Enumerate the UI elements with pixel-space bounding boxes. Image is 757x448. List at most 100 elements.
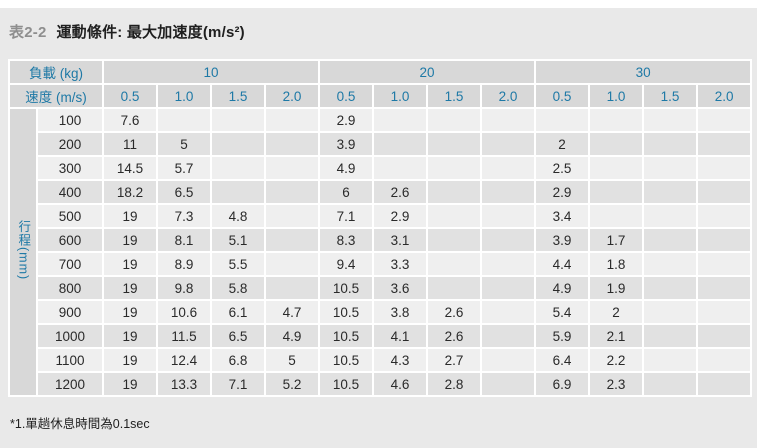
acceleration-value: 4.4 <box>536 253 589 275</box>
stroke-axis-label: 行程(mm) <box>10 109 36 395</box>
acceleration-value <box>482 133 535 155</box>
acceleration-value: 10.5 <box>320 373 373 395</box>
table-row: 800 19 9.8 5.8 10.5 3.6 4.9 1.9 <box>10 277 751 299</box>
acceleration-value: 1.9 <box>590 277 643 299</box>
table-row: 1100 19 12.4 6.8 5 10.5 4.3 2.7 6.4 2.2 <box>10 349 751 371</box>
acceleration-value <box>644 109 697 131</box>
acceleration-value: 3.4 <box>536 205 589 227</box>
acceleration-value <box>698 349 751 371</box>
acceleration-value <box>266 229 319 251</box>
page-title: 表2-2 運動條件: 最大加速度(m/s²) <box>9 21 750 42</box>
acceleration-value: 5.5 <box>212 253 264 275</box>
acceleration-value <box>428 253 481 275</box>
table-row: 500 19 7.3 4.8 7.1 2.9 3.4 <box>10 205 751 227</box>
acceleration-value: 19 <box>104 229 156 251</box>
acceleration-value: 14.5 <box>104 157 156 179</box>
acceleration-value: 10.5 <box>320 325 373 347</box>
speed-value: 0.5 <box>320 85 373 107</box>
acceleration-value <box>482 253 535 275</box>
acceleration-value: 6.9 <box>536 373 589 395</box>
acceleration-value: 6.5 <box>158 181 210 203</box>
table-row: 600 19 8.1 5.1 8.3 3.1 3.9 1.7 <box>10 229 751 251</box>
acceleration-value <box>698 301 751 323</box>
acceleration-value: 19 <box>104 205 156 227</box>
stroke-axis-label-text: 行程(mm) <box>16 220 31 281</box>
acceleration-value <box>644 253 697 275</box>
acceleration-value <box>212 157 264 179</box>
acceleration-value <box>482 229 535 251</box>
acceleration-value: 1.7 <box>590 229 643 251</box>
acceleration-value: 4.9 <box>320 157 373 179</box>
acceleration-value: 7.3 <box>158 205 210 227</box>
footnote: *1.單趟休息時間為0.1sec <box>10 417 150 431</box>
acceleration-value: 3.6 <box>374 277 427 299</box>
acceleration-value: 8.1 <box>158 229 210 251</box>
speed-value: 1.5 <box>428 85 481 107</box>
acceleration-value: 4.8 <box>212 205 264 227</box>
table-row: 行程(mm) 100 7.6 2.9 <box>10 109 751 395</box>
acceleration-value <box>482 277 535 299</box>
acceleration-value <box>212 181 264 203</box>
acceleration-value: 4.3 <box>374 349 427 371</box>
acceleration-value <box>644 157 697 179</box>
table-row: 200 11 5 3.9 2 <box>10 133 751 155</box>
acceleration-value <box>698 229 751 251</box>
acceleration-value: 5.2 <box>266 373 319 395</box>
stroke-value: 1200 <box>38 373 102 395</box>
stroke-value: 800 <box>38 277 102 299</box>
acceleration-value: 4.7 <box>266 301 319 323</box>
acceleration-value: 7.1 <box>320 205 373 227</box>
acceleration-value <box>698 157 751 179</box>
acceleration-value <box>698 109 751 131</box>
acceleration-value <box>482 301 535 323</box>
table-title-text: 運動條件: 最大加速度(m/s²) <box>56 24 245 41</box>
acceleration-value: 2.9 <box>374 205 427 227</box>
table-row: 900 19 10.6 6.1 4.7 10.5 3.8 2.6 5.4 2 <box>10 301 751 323</box>
table-row: 700 19 8.9 5.5 9.4 3.3 4.4 1.8 <box>10 253 751 275</box>
acceleration-value: 5.7 <box>158 157 210 179</box>
acceleration-value: 10.5 <box>320 277 373 299</box>
stroke-value: 900 <box>38 301 102 323</box>
acceleration-value <box>266 253 319 275</box>
acceleration-value <box>266 181 319 203</box>
acceleration-value: 10.5 <box>320 301 373 323</box>
stroke-value: 100 <box>38 109 102 131</box>
acceleration-value: 19 <box>104 277 156 299</box>
table-number-label: 表2-2 <box>9 24 47 41</box>
acceleration-value: 2.9 <box>320 109 373 131</box>
page-content: 表2-2 運動條件: 最大加速度(m/s²) 負載 (kg) 10 20 30 速… <box>0 8 757 432</box>
acceleration-value <box>644 301 697 323</box>
acceleration-value <box>644 277 697 299</box>
acceleration-value: 5.9 <box>536 325 589 347</box>
speed-label: 速度 (m/s) <box>10 85 102 107</box>
acceleration-value <box>266 157 319 179</box>
acceleration-value: 19 <box>104 325 156 347</box>
acceleration-value: 7.1 <box>212 373 264 395</box>
acceleration-value: 4.6 <box>374 373 427 395</box>
acceleration-value: 3.9 <box>320 133 373 155</box>
speed-value: 1.0 <box>590 85 643 107</box>
acceleration-value <box>266 277 319 299</box>
acceleration-value: 3.8 <box>374 301 427 323</box>
acceleration-value <box>266 133 319 155</box>
acceleration-value: 2.8 <box>428 373 481 395</box>
acceleration-value <box>428 229 481 251</box>
acceleration-value: 10.5 <box>320 349 373 371</box>
acceleration-value <box>212 133 264 155</box>
load-header-row: 負載 (kg) 10 20 30 <box>10 61 751 83</box>
speed-value: 1.0 <box>158 85 210 107</box>
acceleration-value <box>590 157 643 179</box>
acceleration-value <box>644 325 697 347</box>
acceleration-value: 5 <box>158 133 210 155</box>
acceleration-value: 19 <box>104 253 156 275</box>
speed-value: 2.0 <box>698 85 751 107</box>
acceleration-value <box>644 229 697 251</box>
acceleration-value: 4.9 <box>266 325 319 347</box>
acceleration-value: 2.7 <box>428 349 481 371</box>
acceleration-value <box>698 325 751 347</box>
speed-value: 1.5 <box>644 85 697 107</box>
acceleration-value: 8.3 <box>320 229 373 251</box>
acceleration-value: 19 <box>104 349 156 371</box>
speed-value: 1.0 <box>374 85 427 107</box>
acceleration-value <box>644 181 697 203</box>
